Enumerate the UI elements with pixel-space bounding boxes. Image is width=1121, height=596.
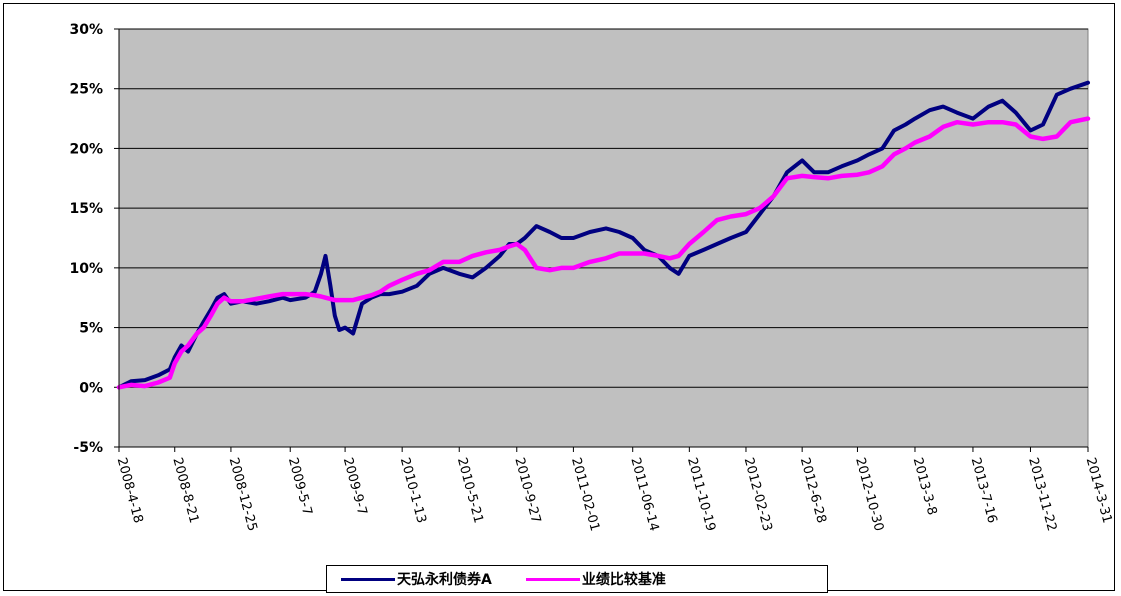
series-layer	[116, 80, 1091, 390]
legend: 天弘永利债券A 业绩比较基准	[326, 565, 828, 593]
legend-swatch-benchmark	[525, 577, 580, 581]
grid-lines	[119, 28, 1088, 448]
plot-area	[118, 28, 1089, 448]
x-tick-label: 2010-1-13	[397, 456, 429, 525]
x-tick-label: 2013-11-22	[1025, 456, 1059, 533]
x-tick-label: 2009-9-7	[340, 456, 370, 517]
x-tick-label: 2008-4-18	[114, 456, 146, 525]
legend-label-fund: 天弘永利债券A	[397, 572, 492, 588]
x-tick-label: 2012-6-28	[797, 456, 829, 525]
x-tick-label: 2013-7-16	[968, 456, 1000, 525]
x-tick-label: 2014-3-31	[1083, 456, 1115, 525]
y-tick-label: 25%	[69, 82, 103, 98]
y-tick-label: 15%	[69, 201, 103, 217]
y-tick-label: 30%	[69, 22, 103, 38]
x-tick-label: 2012-02-23	[741, 456, 775, 533]
x-tick-label: 2010-9-27	[511, 456, 543, 525]
chart-frame: 30% 25% 20% 15% 10% 5% 0% -5% 2008-4-18 2008-8-2…	[3, 3, 1115, 593]
y-tick-label: 5%	[79, 321, 103, 337]
legend-entry-benchmark: 业绩比较基准	[525, 569, 666, 589]
x-tick-label: 2011-10-19	[684, 456, 718, 533]
legend-swatch-fund	[341, 577, 395, 581]
x-tick-label: 2012-10-30	[852, 456, 886, 533]
x-tick-label: 2009-5-7	[285, 456, 315, 517]
y-tick-label: 20%	[69, 141, 103, 157]
y-axis: 30% 25% 20% 15% 10% 5% 0% -5%	[69, 22, 119, 456]
x-tick-label: 2013-3-8	[910, 456, 940, 517]
y-tick-label: -5%	[73, 440, 103, 456]
x-tick-label: 2011-02-01	[568, 456, 602, 533]
x-tick-label: 2008-12-25	[226, 456, 260, 533]
x-axis: 2008-4-18 2008-8-21 2008-12-25 2009-5-7 2009…	[114, 447, 1115, 533]
series-line-benchmark	[116, 116, 1091, 390]
x-tick-label: 2010-5-21	[454, 456, 486, 525]
legend-label-benchmark: 业绩比较基准	[581, 572, 666, 588]
x-tick-label: 2008-8-21	[169, 456, 201, 525]
line-chart: 30% 25% 20% 15% 10% 5% 0% -5% 2008-4-18 2008-8-2…	[69, 22, 1115, 533]
y-tick-label: 0%	[79, 380, 103, 396]
x-tick-label: 2011-06-14	[627, 456, 661, 533]
y-tick-label: 10%	[69, 261, 103, 277]
legend-entry-fund: 天弘永利债券A	[341, 569, 492, 589]
